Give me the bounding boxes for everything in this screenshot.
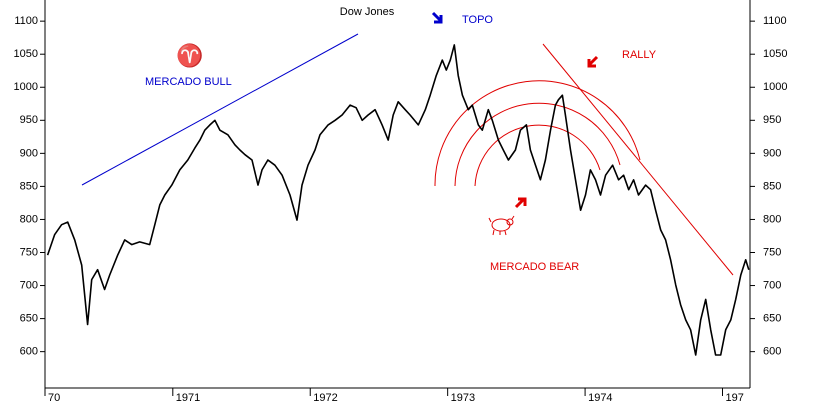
annotation: MERCADO BULL	[145, 76, 232, 88]
y-tick-label: 1100	[763, 15, 787, 27]
y-tick-label: 650	[763, 313, 781, 325]
y-tick-label: 750	[763, 246, 781, 258]
y-tick-label: 1000	[763, 81, 787, 93]
y-tick-label: 650	[20, 313, 38, 325]
y-tick-label: 600	[763, 346, 781, 358]
bear-trendline	[542, 43, 734, 276]
y-tick-label: 950	[763, 114, 781, 126]
arc	[454, 102, 621, 187]
x-tick-label: 1972	[313, 392, 337, 404]
arrow	[514, 197, 527, 209]
y-tick-label: 750	[20, 246, 38, 258]
y-tick-label: 850	[20, 180, 38, 192]
y-tick-label: 1050	[763, 48, 787, 60]
y-tick-label: 900	[763, 147, 781, 159]
y-tick-label: 850	[763, 180, 781, 192]
arrow	[431, 11, 443, 24]
y-tick-label: 900	[20, 147, 38, 159]
y-tick-label: 1050	[14, 48, 38, 60]
y-tick-label: 800	[763, 213, 781, 225]
y-tick-label: 600	[20, 346, 38, 358]
bull-trendline	[81, 33, 359, 186]
annotation: MERCADO BEAR	[490, 261, 579, 273]
annotation: TOPO	[462, 14, 493, 26]
bear-icon	[488, 215, 515, 236]
x-tick-label: 1974	[588, 392, 612, 404]
annotation: RALLY	[622, 49, 657, 61]
x-tick-label: 1971	[176, 392, 200, 404]
arc	[474, 124, 601, 187]
y-tick-label: 950	[20, 114, 38, 126]
y-tick-label: 1000	[14, 81, 38, 93]
arrow	[587, 55, 599, 68]
price-line	[46, 44, 750, 356]
x-tick-label: 70	[48, 392, 60, 404]
aries-symbol: ♈	[176, 43, 203, 68]
y-tick-label: 700	[20, 279, 38, 291]
x-tick-label: 197	[726, 392, 744, 404]
y-tick-label: 700	[763, 279, 781, 291]
x-tick-label: 1973	[451, 392, 475, 404]
y-tick-label: 1100	[14, 15, 38, 27]
chart-title: Dow Jones	[340, 6, 395, 18]
y-tick-label: 800	[20, 213, 38, 225]
arc	[434, 80, 641, 187]
